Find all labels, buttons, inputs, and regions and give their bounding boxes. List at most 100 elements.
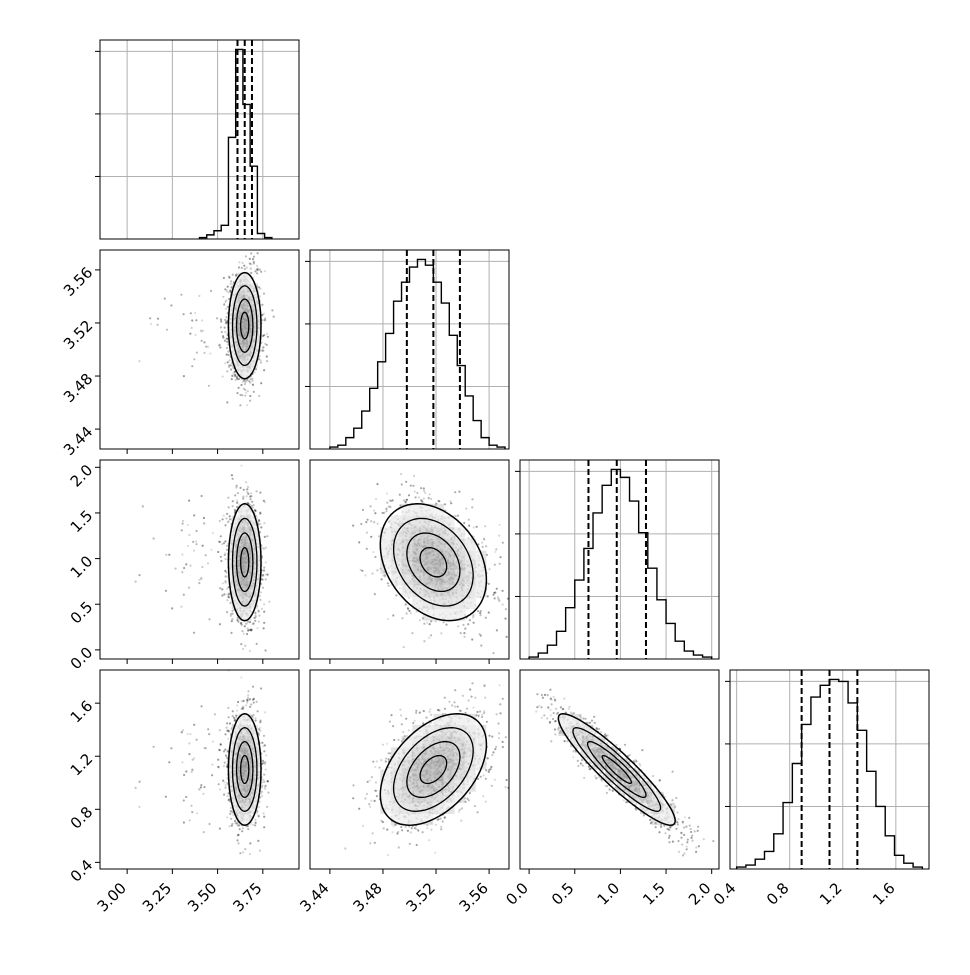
sample-point	[254, 371, 256, 373]
sample-point	[181, 731, 183, 733]
sample-point	[245, 623, 247, 625]
sample-point	[271, 309, 273, 311]
sample-point	[139, 574, 141, 576]
sample-point	[263, 627, 265, 629]
sample-point	[505, 608, 507, 610]
sample-point	[499, 563, 501, 565]
sample-point	[239, 828, 241, 830]
sample-point	[240, 465, 242, 467]
sample-point	[224, 362, 226, 364]
sample-point	[188, 587, 190, 589]
sample-point	[222, 335, 224, 337]
sample-point	[223, 765, 225, 767]
sample-point	[229, 515, 231, 517]
sample-point	[252, 623, 254, 625]
hist-frame-2	[520, 460, 719, 659]
sample-point	[468, 519, 470, 521]
sample-point	[225, 558, 227, 560]
sample-point	[249, 400, 251, 402]
sample-point	[246, 495, 248, 497]
sample-point	[484, 525, 486, 527]
hist-panel-2	[515, 460, 719, 659]
sample-point	[249, 395, 251, 397]
sample-point	[249, 258, 251, 260]
sample-point	[220, 556, 222, 558]
sample-point	[222, 296, 224, 298]
sample-point	[392, 614, 394, 616]
sample-point	[241, 630, 243, 632]
sample-point	[264, 270, 266, 272]
sample-point	[222, 582, 224, 584]
sample-point	[231, 610, 233, 612]
sample-point	[235, 715, 237, 717]
sample-point	[463, 632, 465, 634]
sample-point	[242, 381, 244, 383]
sample-point	[423, 490, 425, 492]
sample-point	[388, 585, 390, 587]
sample-point	[183, 567, 185, 569]
sample-point	[416, 492, 418, 494]
sample-point	[506, 636, 508, 638]
sample-point	[494, 597, 496, 599]
scatter-panel-0-3	[95, 669, 299, 874]
sample-point	[423, 497, 425, 499]
sample-point	[423, 640, 425, 642]
sample-point	[193, 632, 195, 634]
sample-point	[227, 738, 229, 740]
sample-point	[263, 313, 265, 315]
sample-point	[181, 554, 183, 556]
sample-point	[253, 256, 255, 258]
sample-point	[254, 509, 256, 511]
sample-point	[428, 637, 430, 639]
sample-point	[220, 326, 222, 328]
sample-point	[265, 573, 267, 575]
sample-point	[259, 269, 261, 271]
sample-point	[236, 502, 238, 504]
sample-point	[259, 523, 261, 525]
sample-point	[358, 541, 360, 543]
sample-point	[183, 375, 185, 377]
sample-point	[138, 360, 140, 362]
sample-point	[387, 582, 389, 584]
sample-point	[483, 538, 485, 540]
sample-point	[193, 550, 195, 552]
sample-point	[191, 769, 193, 771]
sample-point	[244, 645, 246, 647]
sample-point	[239, 394, 241, 396]
sample-point	[263, 369, 265, 371]
sample-point	[479, 614, 481, 616]
sample-point	[242, 496, 244, 498]
sample-point	[263, 293, 265, 295]
sample-point	[473, 622, 475, 624]
sample-point	[267, 336, 269, 338]
sample-point	[370, 520, 372, 522]
sample-point	[406, 612, 408, 614]
sample-point	[188, 753, 190, 755]
sample-point	[366, 532, 368, 534]
hist-grid-2	[520, 460, 719, 659]
sample-point	[250, 268, 252, 270]
sample-point	[400, 473, 402, 475]
sample-point	[256, 265, 258, 267]
sample-point	[247, 690, 249, 692]
sample-point	[245, 392, 247, 394]
sample-point	[194, 334, 196, 336]
sample-point	[202, 545, 204, 547]
sample-point	[266, 333, 268, 335]
sample-point	[226, 401, 228, 403]
sample-point	[238, 261, 240, 263]
sample-point	[226, 370, 228, 372]
sample-point	[352, 525, 354, 527]
sample-point	[374, 593, 376, 595]
scatter-panel-1-2	[310, 460, 509, 664]
sample-point	[242, 498, 244, 500]
sample-point	[496, 588, 498, 590]
sample-point	[266, 355, 268, 357]
sample-point	[458, 491, 460, 493]
sample-point	[256, 643, 258, 645]
sample-point	[224, 288, 226, 290]
sample-point	[181, 529, 183, 531]
sample-point	[372, 551, 374, 553]
sample-point	[191, 327, 193, 329]
